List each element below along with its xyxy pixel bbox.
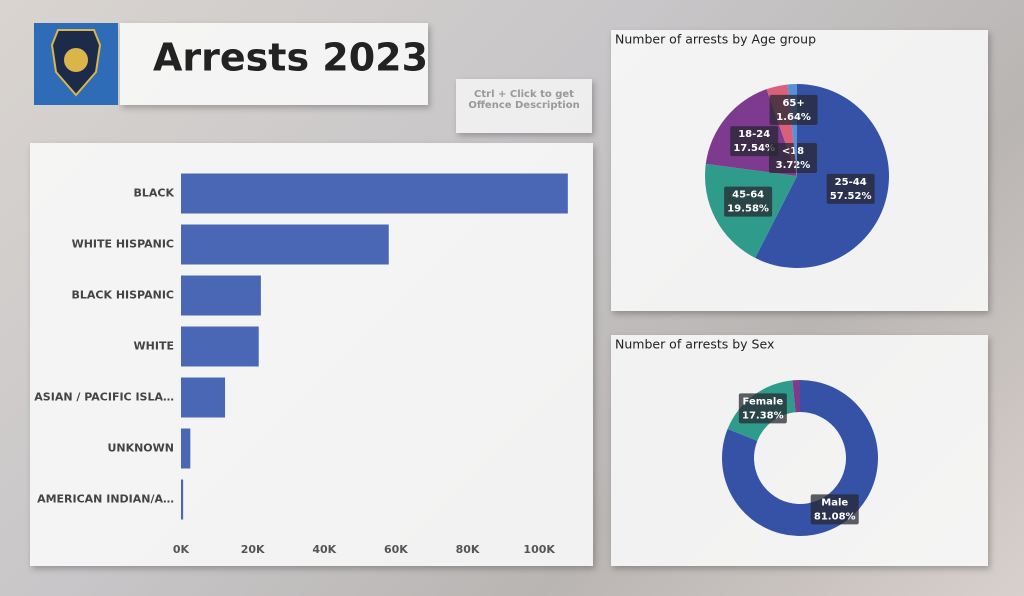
- label-value: 57.52%: [830, 191, 872, 202]
- label-bg: [730, 126, 779, 157]
- logo-seal: [64, 48, 88, 72]
- data-label: Male 81.08%: [814, 497, 856, 522]
- label-bg: [769, 94, 818, 125]
- label-category: <18: [782, 146, 804, 157]
- button-text[interactable]: Ctrl + Click to get Offence Description: [468, 89, 580, 111]
- button-text-box[interactable]: Ctrl + Click to get Offence Description: [456, 89, 592, 123]
- x-tick-label: 80K: [456, 543, 480, 556]
- data-label: 25-44 57.52%: [830, 177, 872, 202]
- x-tick-label: 60K: [384, 543, 408, 556]
- data-label: 45-64 19.58%: [727, 190, 769, 215]
- x-tick-label: 20K: [241, 543, 265, 556]
- bar: [181, 479, 184, 520]
- y-tick-label: WHITE: [134, 340, 174, 353]
- data-label: Female 17.38%: [742, 396, 784, 421]
- slice: [792, 380, 800, 413]
- label-bg: [826, 173, 875, 204]
- y-tick-label: BLACK HISPANIC: [72, 289, 175, 302]
- offence-button[interactable]: [456, 79, 592, 133]
- bar: [181, 428, 191, 469]
- data-label: 18-24 17.54%: [733, 129, 775, 154]
- label-category: 18-24: [738, 129, 770, 140]
- slice: [755, 84, 889, 268]
- y-tick-label: UNKNOWN: [107, 442, 174, 455]
- bar: [181, 173, 568, 214]
- title-card: [120, 23, 428, 105]
- label-value: 81.08%: [814, 511, 856, 522]
- data-label: 65+ 1.64%: [776, 98, 811, 123]
- x-tick-label: 0K: [173, 543, 190, 556]
- label-value: 17.54%: [733, 143, 775, 154]
- y-tick-label: WHITE HISPANIC: [72, 238, 174, 251]
- label-category: 25-44: [835, 177, 867, 188]
- bar: [181, 326, 259, 367]
- label-bg: [724, 186, 773, 217]
- bar: [181, 224, 389, 265]
- label-category: Female: [743, 396, 784, 407]
- label-bg: [738, 393, 787, 424]
- label-value: 19.58%: [727, 204, 769, 215]
- label-category: 65+: [782, 98, 804, 109]
- page-title: Arrests 2023: [153, 36, 428, 80]
- y-tick-label: BLACK: [133, 187, 174, 200]
- chart-title: Number of arrests by Age group: [615, 32, 816, 47]
- data-label: <18 3.72%: [776, 146, 811, 171]
- x-tick-label: 100K: [523, 543, 555, 556]
- label-value: 3.72%: [776, 160, 811, 171]
- y-tick-label: AMERICAN INDIAN/A…: [37, 493, 174, 506]
- label-category: Male: [821, 497, 848, 508]
- label-value: 1.64%: [776, 112, 811, 123]
- bar: [181, 377, 226, 418]
- bar: [181, 275, 261, 316]
- label-bg: [810, 494, 859, 525]
- label-value: 17.38%: [742, 410, 784, 421]
- label-bg: [768, 143, 817, 174]
- y-tick-label: ASIAN / PACIFIC ISLA…: [34, 391, 174, 404]
- chart-title: Number of arrests by Sex: [615, 337, 774, 352]
- label-category: 45-64: [732, 190, 764, 201]
- x-tick-label: 40K: [312, 543, 336, 556]
